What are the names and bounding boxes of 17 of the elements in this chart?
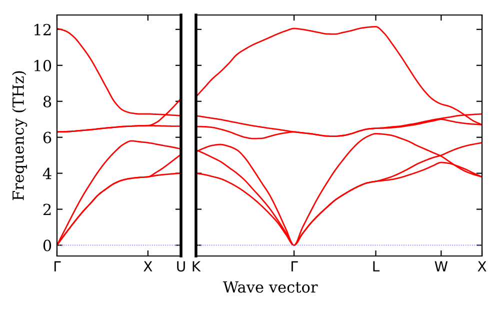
x-tick-label: K <box>192 261 201 272</box>
x-tick-label: W <box>434 261 448 272</box>
y-tick-label: 12 <box>34 24 51 36</box>
x-tick-label: Γ <box>54 261 61 272</box>
y-tick-label: 2 <box>43 204 51 216</box>
y-tick-label: 0 <box>43 240 52 252</box>
y-tick-label: 4 <box>42 168 52 180</box>
x-tick-label: U <box>177 261 185 272</box>
x-axis-title: Wave vector <box>222 281 318 293</box>
x-tick-label: X <box>144 261 152 272</box>
y-axis-title: Frequency (THz) <box>12 71 28 200</box>
y-tick-label: 10 <box>34 60 52 72</box>
x-tick-label: Γ <box>292 261 298 272</box>
y-tick-label: 8 <box>43 96 52 108</box>
x-tick-label: L <box>373 261 380 272</box>
y-tick-label: 6 <box>43 132 52 144</box>
x-tick-label: X <box>478 261 486 272</box>
